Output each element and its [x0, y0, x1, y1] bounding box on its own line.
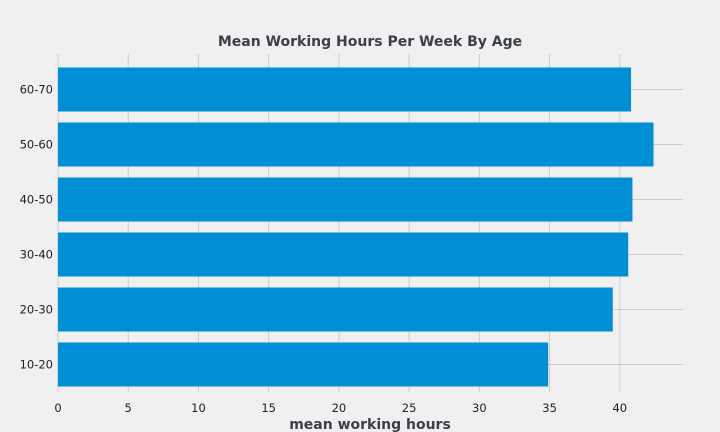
y-tick-label: 30-40 — [20, 248, 53, 262]
y-tick-label: 40-50 — [20, 193, 53, 207]
chart-title: Mean Working Hours Per Week By Age — [218, 34, 522, 50]
x-axis-label: mean working hours — [289, 417, 451, 432]
x-tick-label: 25 — [402, 401, 417, 415]
bar-20-30 — [58, 287, 613, 332]
y-tick-label: 10-20 — [20, 358, 53, 372]
x-tick-label: 10 — [191, 401, 206, 415]
y-tick-label: 20-30 — [20, 303, 53, 317]
bars — [58, 67, 654, 387]
x-tick-label: 30 — [472, 401, 487, 415]
x-tick-label: 5 — [125, 401, 132, 415]
x-tick-label: 20 — [332, 401, 347, 415]
bar-30-40 — [58, 232, 629, 277]
bar-10-20 — [58, 342, 549, 387]
bar-40-50 — [58, 177, 633, 222]
x-tick-label: 0 — [54, 401, 61, 415]
bar-60-70 — [58, 67, 632, 112]
x-tick-label: 15 — [261, 401, 276, 415]
y-tick-labels: 10-20 20-30 30-40 40-50 50-60 60-70 — [20, 83, 53, 372]
y-tick-label: 50-60 — [20, 138, 53, 152]
y-tick-label: 60-70 — [20, 83, 53, 97]
x-tick-label: 40 — [612, 401, 627, 415]
x-tick-label: 35 — [542, 401, 557, 415]
bar-50-60 — [58, 122, 654, 167]
x-tick-labels: 0 5 10 15 20 25 30 35 40 — [54, 401, 627, 415]
